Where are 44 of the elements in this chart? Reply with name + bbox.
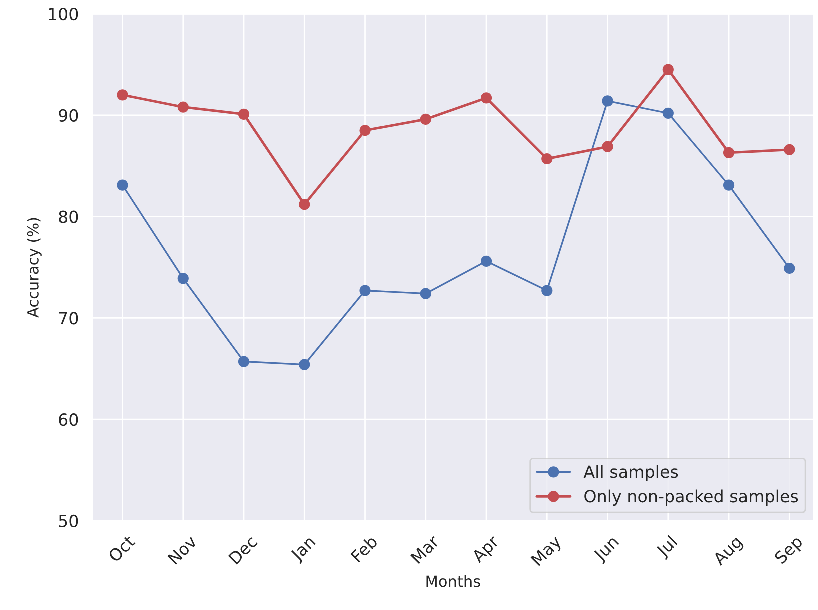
point xyxy=(662,108,674,119)
point xyxy=(117,180,128,191)
point xyxy=(117,90,128,101)
x-axis-title: Months xyxy=(426,575,480,588)
y-axis-title: Accuracy (%) xyxy=(27,218,42,318)
point xyxy=(420,114,432,126)
x-tick-label: Feb xyxy=(350,534,378,563)
x-tick-label: Apr xyxy=(471,534,502,566)
x-tick-label: Nov xyxy=(168,534,198,566)
point xyxy=(602,141,614,152)
point xyxy=(238,108,250,120)
point xyxy=(238,356,250,368)
x-tick-label: Sep xyxy=(774,534,806,567)
point xyxy=(420,288,432,300)
x-tick-label: Jun xyxy=(592,535,622,564)
point xyxy=(723,180,735,191)
legend-label: All samples xyxy=(584,465,678,482)
point xyxy=(784,262,796,274)
point xyxy=(784,144,796,156)
point xyxy=(542,153,553,165)
point xyxy=(480,92,492,104)
point xyxy=(178,273,189,284)
point xyxy=(299,359,310,370)
point xyxy=(602,96,614,107)
x-tick-label: Mar xyxy=(410,534,440,564)
point xyxy=(542,285,553,296)
x-tick-label: Jul xyxy=(654,535,680,560)
point xyxy=(662,64,674,76)
y-tick-label: 100 xyxy=(49,8,78,21)
x-tick-label: Oct xyxy=(108,534,136,563)
point xyxy=(178,102,189,113)
legend-label: Only non-packed samples xyxy=(584,490,798,506)
point xyxy=(360,125,371,136)
y-tick-label: 50 xyxy=(59,514,78,528)
y-tick-label: 90 xyxy=(59,109,78,122)
point xyxy=(723,147,735,158)
point xyxy=(299,199,310,210)
y-tick-label: 60 xyxy=(59,414,78,426)
x-tick-label: Jan xyxy=(290,536,318,564)
x-tick-label: Dec xyxy=(228,535,258,565)
y-tick-label: 80 xyxy=(59,210,78,224)
y-tick-label: 70 xyxy=(59,312,78,325)
point xyxy=(480,256,492,267)
point xyxy=(360,285,371,296)
